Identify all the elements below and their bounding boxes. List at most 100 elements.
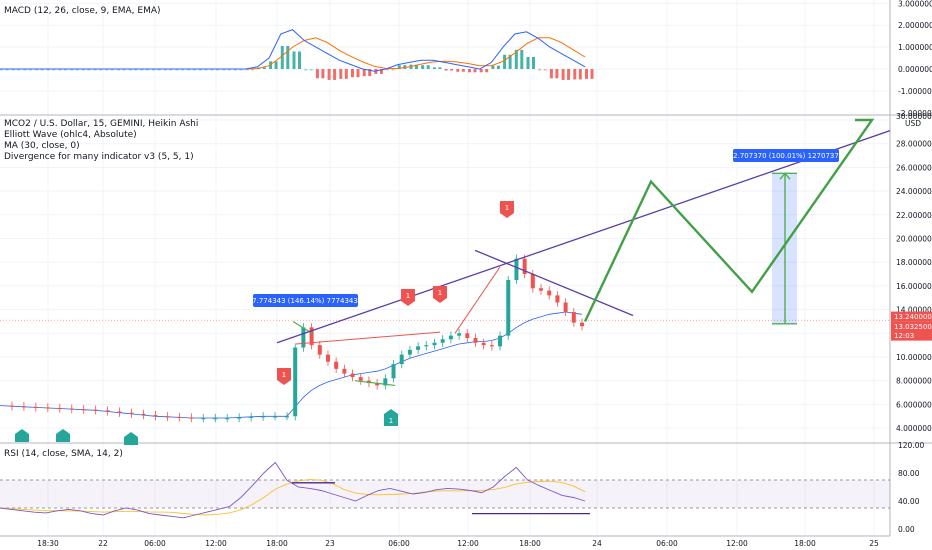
grid-layer — [0, 0, 890, 536]
time-axis[interactable]: 18:30 22 06:00 12:00 18:00 23 06:00 12:00 18:00 2… — [37, 539, 879, 548]
sell-signal-flag: 1 — [277, 368, 291, 385]
divergence-lines — [292, 266, 501, 387]
candle-body — [93, 409, 98, 411]
candle-body — [237, 417, 242, 419]
divergence-line — [295, 331, 441, 345]
macd-tick-label: 0.000000 — [898, 65, 932, 74]
trendline-rising[interactable] — [276, 130, 891, 344]
candle-body — [448, 335, 453, 340]
macd-bar — [444, 69, 448, 71]
candle-body — [57, 407, 62, 410]
currency-label: USD — [905, 119, 921, 128]
macd-line — [0, 29, 586, 72]
main-tick-label: 20.000000 — [896, 235, 932, 244]
macd-bar — [5, 69, 9, 71]
candle-body — [465, 333, 470, 339]
candle-body — [555, 295, 560, 303]
macd-legend[interactable]: MACD (12, 26, close, 9, EMA, EMA) — [4, 6, 161, 17]
macd-bar — [298, 51, 301, 69]
macd-bar — [333, 69, 337, 80]
candle-body — [522, 258, 527, 275]
candle-body — [539, 288, 544, 291]
candle-body — [189, 417, 194, 419]
macd-bar — [93, 69, 97, 71]
candle-body — [9, 405, 14, 407]
macd-tick-label: 3.000000 — [898, 0, 932, 8]
macd-bar — [585, 69, 588, 79]
symbol-title: MCO2 / U.S. Dollar, 15, GEMINI, Heikin A… — [4, 119, 199, 129]
time-tick-label: 23 — [325, 539, 335, 548]
candle-body — [440, 339, 445, 343]
measure-arrowhead — [779, 172, 791, 180]
buy-signal-flag — [56, 429, 70, 442]
macd-bar — [169, 69, 173, 71]
measure-label-2-text: 12.707370 (100.01%) 12707370 — [729, 152, 844, 160]
macd-bar — [456, 69, 460, 72]
macd-bar — [292, 51, 296, 69]
macd-bar — [514, 49, 518, 69]
candle-body — [129, 412, 134, 414]
macd-bar — [110, 69, 114, 71]
candle-body — [165, 416, 170, 418]
macd-histogram — [0, 46, 594, 80]
sell-signal-label: 1 — [438, 289, 442, 297]
price-tag-blue-bg — [891, 321, 932, 341]
macd-bar — [152, 69, 156, 71]
candle-body — [391, 364, 396, 379]
buy-signal-flag — [15, 429, 29, 442]
elliott-wave-projection[interactable] — [583, 118, 875, 322]
macd-price-axis[interactable]: 3.000000 2.000000 1.000000 0.000000 -1.00000… — [898, 0, 932, 118]
indicator-elliott-wave[interactable]: Elliott Wave (ohlc4, Absolute) — [4, 130, 137, 140]
macd-bar — [75, 69, 79, 71]
macd-bar — [17, 69, 21, 71]
macd-bar — [40, 69, 44, 71]
candle-body — [563, 302, 568, 312]
main-price-axis[interactable]: 28.000000 26.000000 24.000000 22.000000 20.0… — [896, 112, 932, 433]
buy-signal-label: 1 — [389, 417, 393, 425]
sell-signal-label: 1 — [282, 371, 286, 379]
macd-bar — [163, 69, 167, 71]
measure-label-1[interactable]: 7.774343 (146.14%) 7774343 — [252, 294, 358, 307]
macd-bar — [526, 56, 530, 69]
macd-bar — [99, 69, 103, 71]
candle-body — [301, 327, 306, 348]
macd-bar — [561, 69, 565, 80]
rsi-price-axis[interactable]: 120.00 80.00 40.00 0.00 — [898, 441, 924, 534]
main-tick-label: 10.000000 — [896, 353, 932, 362]
rsi-legend[interactable]: RSI (14, close, SMA, 14, 2) — [4, 449, 123, 460]
macd-bar — [52, 69, 56, 71]
candle-body — [325, 354, 330, 362]
candle-body — [285, 416, 289, 418]
indicator-ma[interactable]: MA (30, close, 0) — [4, 141, 80, 151]
macd-bar — [479, 69, 483, 73]
macd-bar — [192, 69, 196, 71]
candle-body — [225, 418, 230, 420]
candle-body — [249, 416, 254, 419]
macd-bar — [122, 69, 126, 71]
macd-bar — [491, 65, 495, 69]
candle-body — [81, 409, 86, 411]
measure-label-2-bg — [733, 149, 839, 162]
macd-bar — [356, 69, 360, 78]
candle-body — [489, 345, 494, 347]
measure-label-2[interactable]: 12.707370 (100.01%) 12707370 — [729, 149, 844, 162]
candle-body — [141, 413, 146, 416]
indicator-divergence[interactable]: Divergence for many indicator v3 (5, 5, … — [4, 152, 194, 162]
time-tick-label: 12:00 — [726, 539, 748, 548]
macd-bar — [508, 54, 512, 69]
macd-bar — [87, 69, 91, 71]
macd-bar — [438, 67, 442, 69]
candle-body — [213, 418, 218, 420]
rsi-line — [0, 461, 586, 519]
candle-body — [334, 361, 339, 369]
macd-bar — [134, 69, 138, 71]
main-legend[interactable]: MCO2 / U.S. Dollar, 15, GEMINI, Heikin A… — [4, 119, 198, 163]
macd-bar — [251, 69, 255, 71]
candle-body — [399, 354, 404, 365]
macd-bar — [567, 69, 571, 80]
measure-label-1-bg — [253, 294, 358, 307]
trendline-falling[interactable] — [474, 249, 634, 317]
macd-bar — [327, 69, 331, 80]
sell-signal-label: 1 — [406, 292, 410, 300]
